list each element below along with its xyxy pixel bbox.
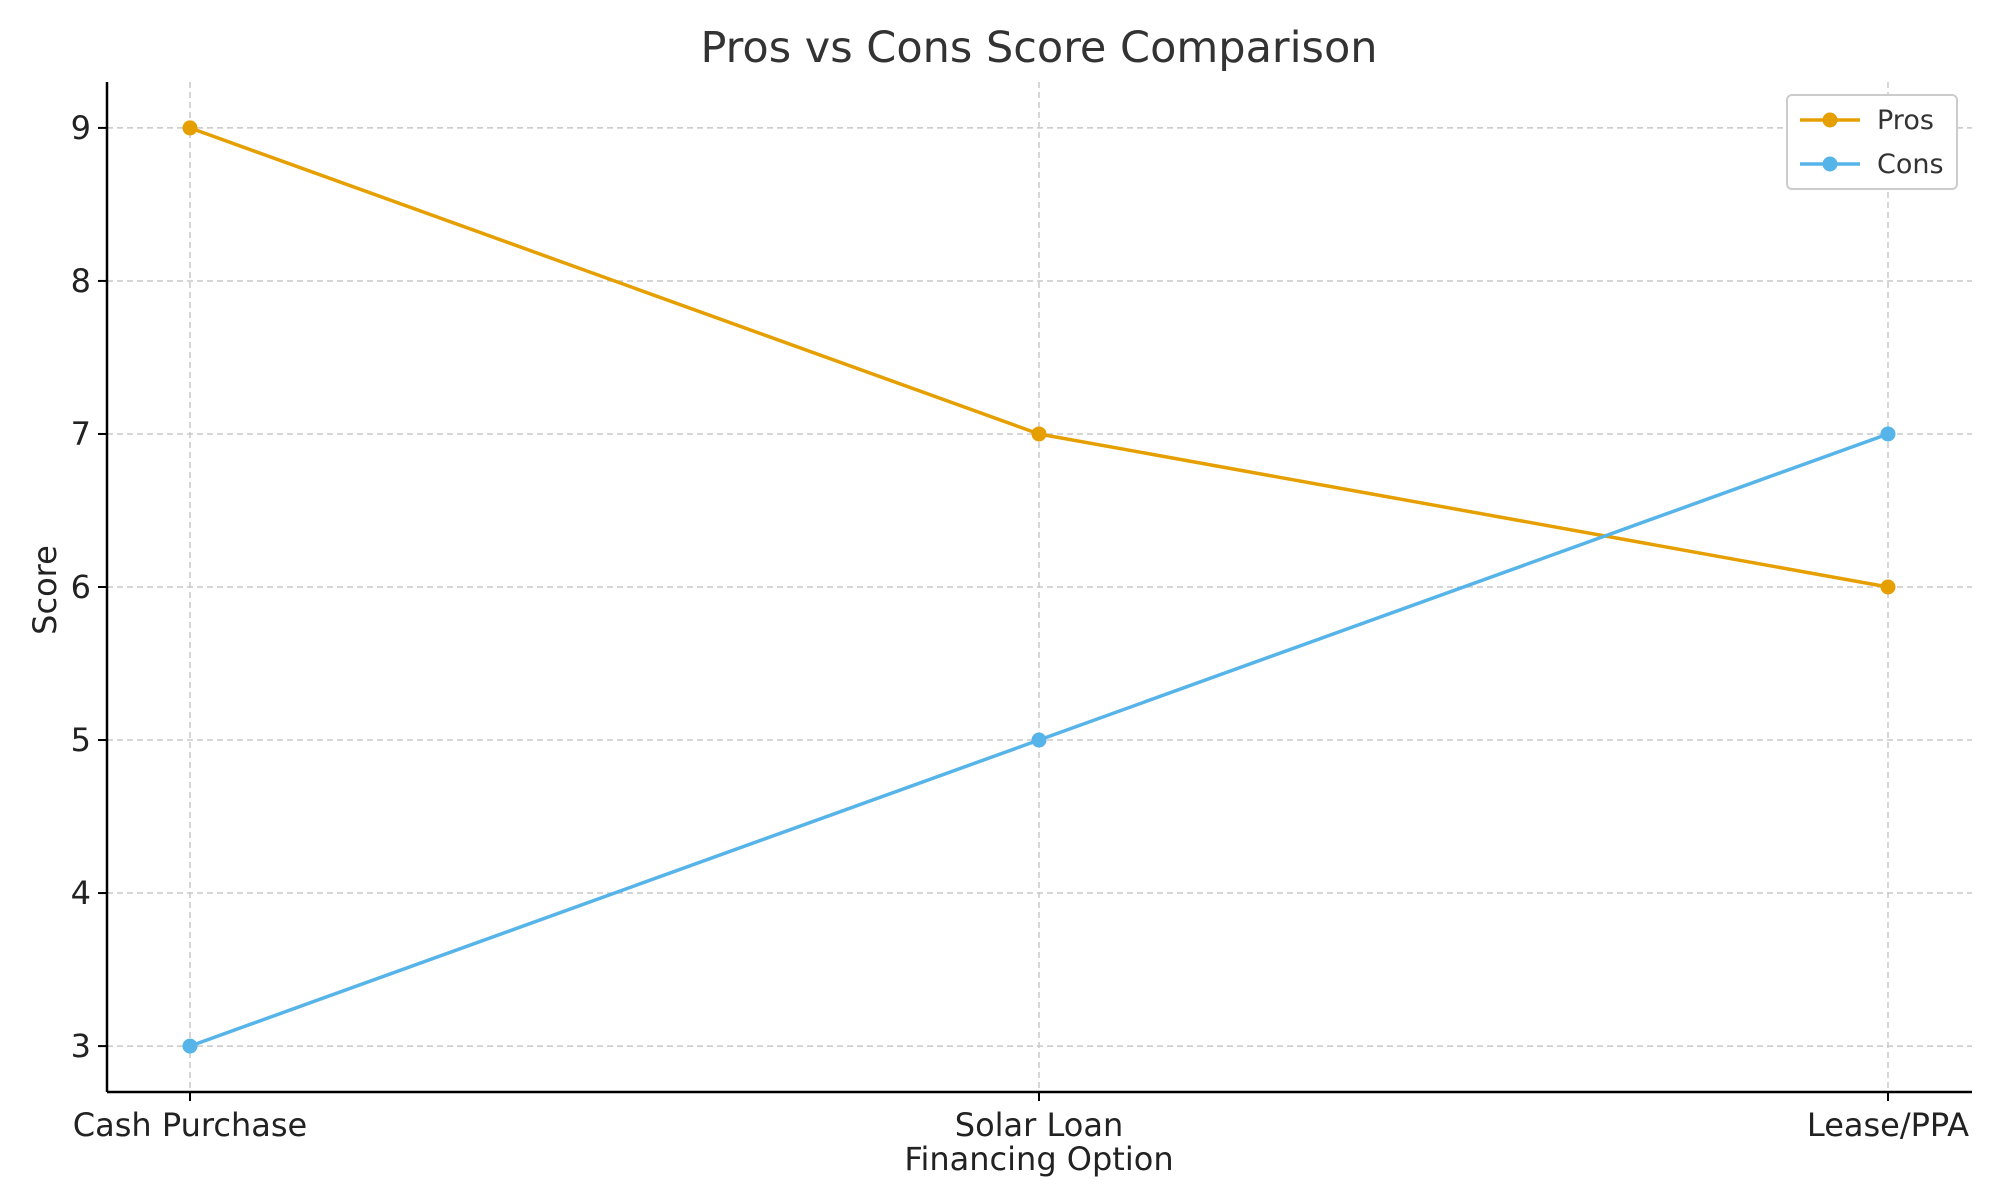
y-tick-label: 7 bbox=[71, 415, 91, 453]
y-axis-label: Score bbox=[26, 545, 64, 635]
x-tick-label: Solar Loan bbox=[955, 1106, 1123, 1144]
data-point-cons bbox=[1880, 426, 1896, 442]
legend: Pros Cons bbox=[1786, 94, 1958, 190]
x-tick-label: Lease/PPA bbox=[1807, 1106, 1969, 1144]
y-tick-label: 6 bbox=[71, 568, 91, 606]
legend-label-cons: Cons bbox=[1877, 149, 1944, 180]
x-tick-label: Cash Purchase bbox=[73, 1106, 307, 1144]
y-tick-label: 9 bbox=[71, 109, 91, 147]
y-tick-label: 5 bbox=[71, 721, 91, 759]
legend-marker-cons bbox=[1822, 156, 1838, 172]
legend-marker-pros bbox=[1822, 112, 1838, 128]
data-point-cons bbox=[1031, 732, 1047, 748]
series bbox=[182, 120, 1896, 1054]
y-tick-label: 4 bbox=[71, 874, 91, 912]
grid bbox=[107, 82, 1972, 1092]
y-tick-label: 8 bbox=[71, 262, 91, 300]
data-point-cons bbox=[182, 1038, 198, 1054]
y-tick-label: 3 bbox=[71, 1027, 91, 1065]
data-point-pros bbox=[1031, 426, 1047, 442]
data-point-pros bbox=[182, 120, 198, 136]
x-axis-label: Financing Option bbox=[904, 1140, 1173, 1178]
tick-labels: 3 4 5 6 7 8 9 Cash Purchase Solar Loan Lease/PPA bbox=[71, 109, 1970, 1144]
data-point-pros bbox=[1880, 579, 1896, 595]
legend-label-pros: Pros bbox=[1877, 105, 1934, 136]
chart-title: Pros vs Cons Score Comparison bbox=[700, 23, 1377, 73]
